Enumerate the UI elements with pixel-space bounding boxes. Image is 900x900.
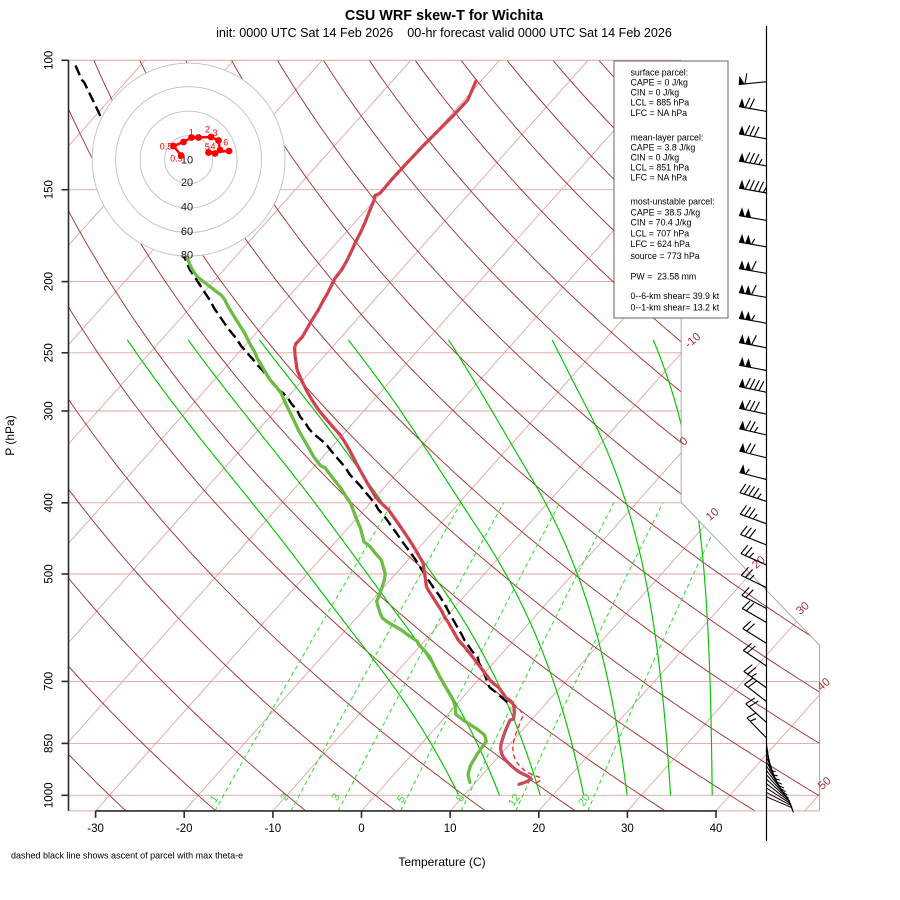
svg-text:LFC = 624 hPa: LFC = 624 hPa [631, 239, 691, 249]
svg-text:LCL = 851 hPa: LCL = 851 hPa [631, 162, 690, 172]
svg-text:dashed black line shows ascent: dashed black line shows ascent of parcel… [11, 851, 243, 861]
svg-text:CAPE = 0 J/kg: CAPE = 0 J/kg [631, 78, 689, 88]
svg-text:3: 3 [212, 128, 217, 138]
svg-text:10: 10 [444, 823, 457, 835]
svg-text:0.5: 0.5 [160, 142, 173, 152]
svg-text:20: 20 [532, 823, 545, 835]
svg-text:CIN = 0 J/kg: CIN = 0 J/kg [631, 88, 680, 98]
svg-text:12: 12 [506, 792, 523, 809]
svg-text:20: 20 [181, 177, 193, 189]
svg-text:0--1-km shear= 13.2 kt: 0--1-km shear= 13.2 kt [631, 302, 720, 312]
svg-text:PW = 23.58 mm: PW = 23.58 mm [631, 272, 697, 282]
svg-text:0.9: 0.9 [170, 154, 183, 164]
svg-text:2: 2 [205, 125, 210, 135]
svg-text:10: 10 [181, 155, 193, 167]
svg-text:CSU WRF skew-T for Wichita: CSU WRF skew-T for Wichita [345, 8, 544, 24]
svg-text:mean-layer parcel:: mean-layer parcel: [631, 132, 704, 142]
svg-text:250: 250 [44, 343, 56, 362]
svg-text:LFC = NA hPa: LFC = NA hPa [631, 108, 688, 118]
svg-text:source = 773 hPa: source = 773 hPa [631, 251, 700, 261]
svg-text:-30: -30 [87, 823, 104, 835]
svg-text:150: 150 [44, 180, 56, 199]
svg-text:1000: 1000 [44, 783, 56, 809]
svg-text:700: 700 [44, 672, 56, 691]
svg-text:5: 5 [395, 793, 408, 805]
svg-text:1: 1 [208, 793, 221, 805]
svg-text:CAPE = 38.5 J/kg: CAPE = 38.5 J/kg [631, 208, 701, 218]
svg-text:850: 850 [44, 734, 56, 753]
svg-text:0: 0 [358, 823, 364, 835]
svg-text:6: 6 [223, 138, 228, 148]
svg-text:LFC = NA hPa: LFC = NA hPa [631, 172, 688, 182]
svg-text:80: 80 [181, 249, 193, 261]
svg-text:400: 400 [44, 493, 56, 512]
svg-text:init: 0000 UTC Sat 14 Feb 2026: init: 0000 UTC Sat 14 Feb 2026 00-hr for… [216, 26, 672, 40]
svg-text:P (hPa): P (hPa) [3, 415, 17, 455]
svg-text:-10: -10 [265, 823, 282, 835]
svg-text:3: 3 [329, 791, 342, 803]
svg-text:100: 100 [44, 51, 56, 70]
svg-text:8: 8 [454, 792, 467, 804]
svg-text:1: 1 [189, 128, 194, 138]
svg-text:CIN = 0 J/kg: CIN = 0 J/kg [631, 152, 680, 162]
svg-text:LCL = 707 hPa: LCL = 707 hPa [631, 228, 690, 238]
svg-text:4: 4 [210, 142, 215, 152]
svg-text:300: 300 [44, 401, 56, 420]
svg-text:0--6-km shear= 39.9 kt: 0--6-km shear= 39.9 kt [631, 291, 720, 301]
svg-text:surface parcel:: surface parcel: [631, 68, 689, 78]
svg-text:200: 200 [44, 272, 56, 291]
svg-text:-20: -20 [176, 823, 193, 835]
svg-text:most-unstable parcel:: most-unstable parcel: [631, 197, 715, 207]
svg-text:20: 20 [576, 792, 593, 809]
svg-text:30: 30 [621, 823, 634, 835]
svg-text:CAPE = 3.8 J/kg: CAPE = 3.8 J/kg [631, 142, 696, 152]
svg-text:500: 500 [44, 564, 56, 583]
svg-text:2: 2 [278, 791, 291, 803]
svg-text:40: 40 [181, 202, 193, 214]
svg-text:5: 5 [205, 142, 210, 152]
svg-text:CIN = 70.4 J/kg: CIN = 70.4 J/kg [631, 218, 692, 228]
svg-text:LCL = 885 hPa: LCL = 885 hPa [631, 98, 690, 108]
svg-text:Temperature (C): Temperature (C) [398, 855, 485, 869]
svg-text:40: 40 [710, 823, 723, 835]
svg-text:60: 60 [181, 226, 193, 238]
